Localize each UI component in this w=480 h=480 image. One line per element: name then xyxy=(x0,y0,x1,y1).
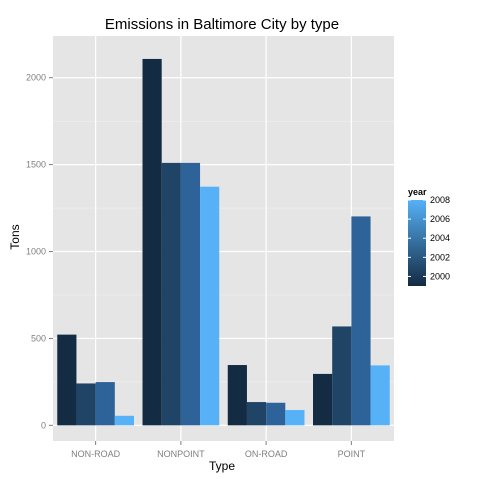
chart-title: Emissions in Baltimore City by type xyxy=(105,16,339,33)
bar xyxy=(95,382,115,426)
legend-ticks: 2008 2006 2004 2002 2000 xyxy=(408,195,450,281)
bar xyxy=(200,186,220,426)
legend-label: 2006 xyxy=(430,214,450,224)
bar xyxy=(246,402,267,426)
bar xyxy=(370,365,390,426)
y-axis: 0 500 1000 1500 2000 xyxy=(26,73,53,430)
bar xyxy=(57,334,77,426)
legend: year 2008 2006 2004 2002 2000 xyxy=(408,187,450,286)
x-tick-label: POINT xyxy=(338,449,366,459)
bar xyxy=(266,402,286,426)
bar xyxy=(285,410,305,426)
bar xyxy=(180,162,201,426)
bar xyxy=(351,216,371,426)
x-tick-label: NON-ROAD xyxy=(71,449,120,459)
y-tick-label: 1500 xyxy=(26,160,46,170)
legend-label: 2000 xyxy=(430,271,450,281)
bar xyxy=(313,373,333,426)
y-tick-label: 2000 xyxy=(26,73,46,83)
x-axis: NON-ROAD NONPOINT ON-ROAD POINT xyxy=(71,441,366,459)
bar xyxy=(76,383,96,426)
legend-label: 2002 xyxy=(430,252,450,262)
legend-title: year xyxy=(408,187,427,197)
legend-colorbar xyxy=(408,200,426,286)
bar xyxy=(227,365,247,426)
y-tick-label: 1000 xyxy=(26,247,46,257)
legend-label: 2004 xyxy=(430,233,450,243)
y-tick-label: 500 xyxy=(31,333,46,343)
legend-label: 2008 xyxy=(430,195,450,205)
x-tick-label: NONPOINT xyxy=(157,449,205,459)
bar xyxy=(332,326,352,426)
bar xyxy=(142,58,162,426)
y-axis-title: Tons xyxy=(8,224,22,249)
bars xyxy=(57,58,390,426)
y-tick-label: 0 xyxy=(41,420,46,430)
bar xyxy=(114,415,134,426)
x-tick-label: ON-ROAD xyxy=(245,449,288,459)
bar xyxy=(161,162,181,426)
x-axis-title: Type xyxy=(209,459,235,473)
